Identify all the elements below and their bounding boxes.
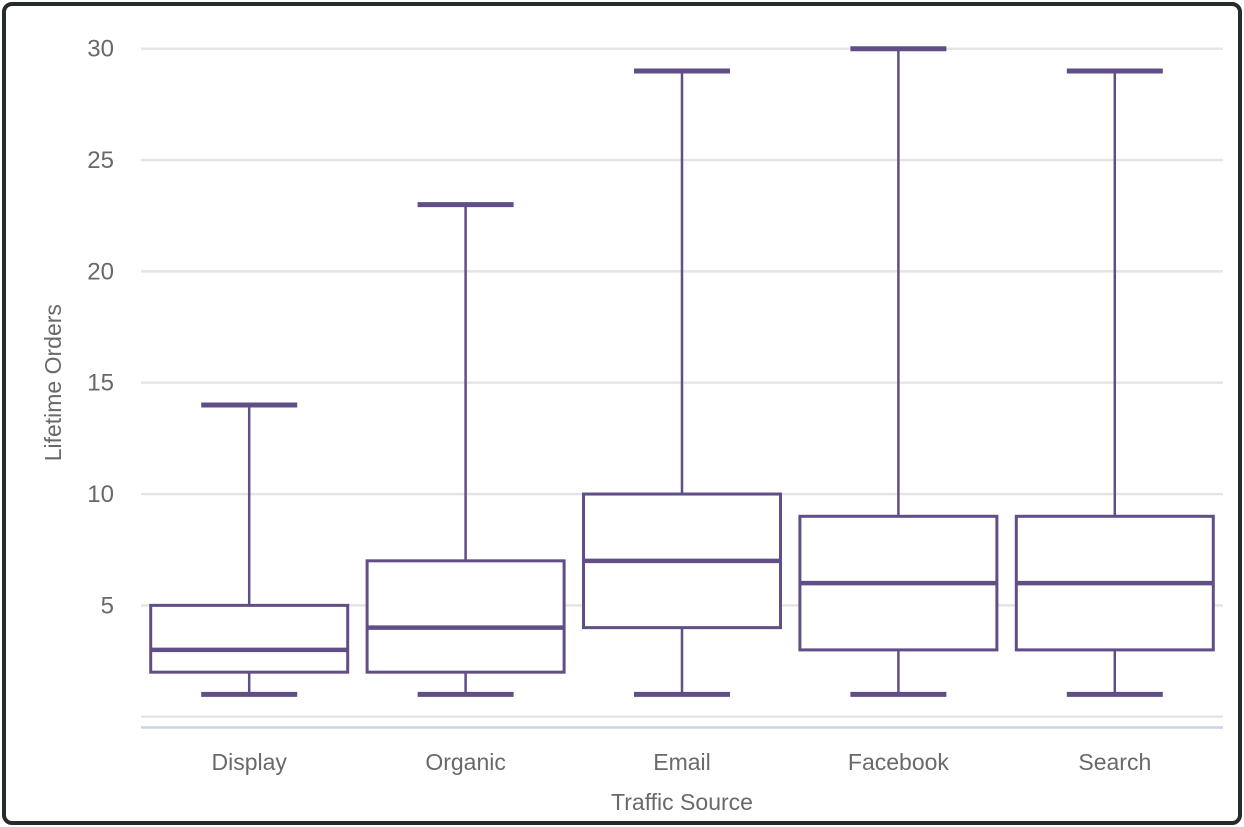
boxplot-email: Email bbox=[582, 68, 782, 775]
category-label: Organic bbox=[425, 749, 506, 775]
category-label: Facebook bbox=[848, 749, 950, 775]
boxplot-organic: Organic bbox=[365, 202, 566, 775]
boxplot-facebook: Facebook bbox=[798, 46, 999, 775]
y-tick-label: 10 bbox=[87, 481, 114, 508]
y-tick-label: 20 bbox=[87, 258, 114, 285]
y-axis-title: Lifetime Orders bbox=[40, 304, 66, 461]
category-label: Search bbox=[1078, 749, 1151, 775]
x-axis-title: Traffic Source bbox=[611, 789, 753, 815]
y-tick-label: 15 bbox=[87, 370, 114, 397]
boxplot-chart: 5 10 15 20 25 30 Display Organic Email Facebook Se… bbox=[40, 36, 1223, 815]
category-label: Email bbox=[653, 749, 711, 775]
y-tick-label: 25 bbox=[87, 147, 114, 174]
category-label: Display bbox=[211, 749, 287, 775]
boxplot-search: Search bbox=[1014, 68, 1215, 775]
iqr-box bbox=[365, 559, 566, 674]
y-tick-label: 5 bbox=[101, 592, 114, 619]
iqr-box bbox=[149, 603, 350, 674]
boxplot-display: Display bbox=[149, 402, 350, 775]
y-tick-label: 30 bbox=[87, 36, 114, 63]
